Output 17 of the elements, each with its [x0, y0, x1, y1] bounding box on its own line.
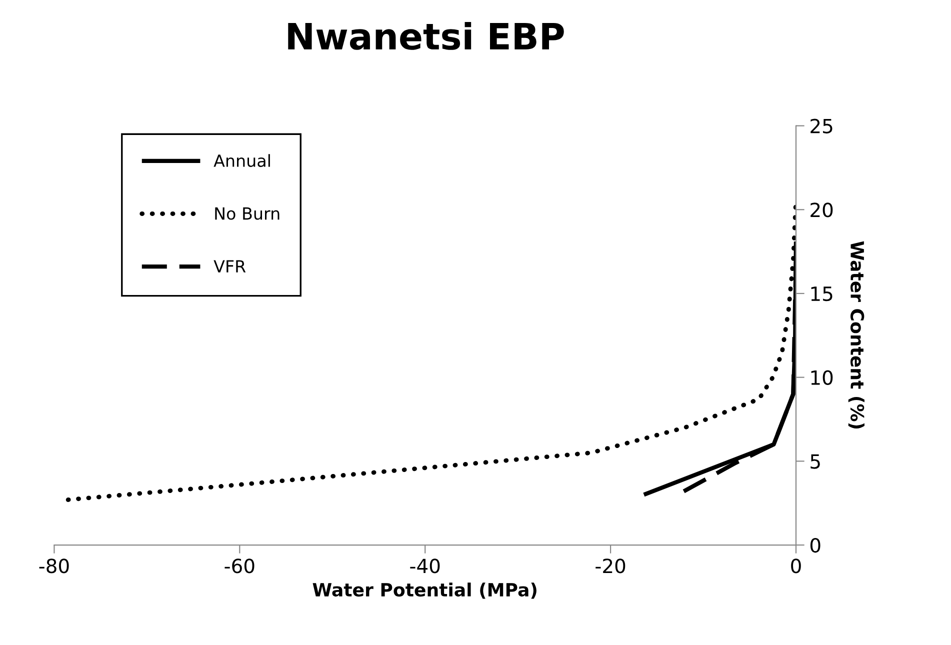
y-tick-label: 25	[810, 118, 832, 134]
y-tick-label: 5	[810, 454, 820, 469]
y-tick-label: 15	[811, 286, 832, 302]
x-axis-title: Water Potential (MPa)	[312, 582, 536, 599]
x-tick-label: -60	[224, 558, 254, 574]
y-tick-label: 0	[810, 538, 820, 553]
legend-label: No Burn	[215, 207, 280, 220]
y-tick-label: 20	[810, 202, 833, 218]
x-tick-label: 0	[791, 558, 801, 574]
legend-label: Annual	[214, 154, 270, 168]
x-tick-label: -80	[39, 558, 69, 574]
x-tick-label: -40	[410, 558, 440, 574]
y-tick-label: 10	[811, 370, 833, 385]
chart-title: Nwanetsi EBP	[288, 22, 564, 50]
y-axis-title: Water Content (%)	[848, 241, 864, 428]
legend-label: VFR	[214, 260, 246, 272]
x-tick-label: -20	[596, 558, 626, 574]
